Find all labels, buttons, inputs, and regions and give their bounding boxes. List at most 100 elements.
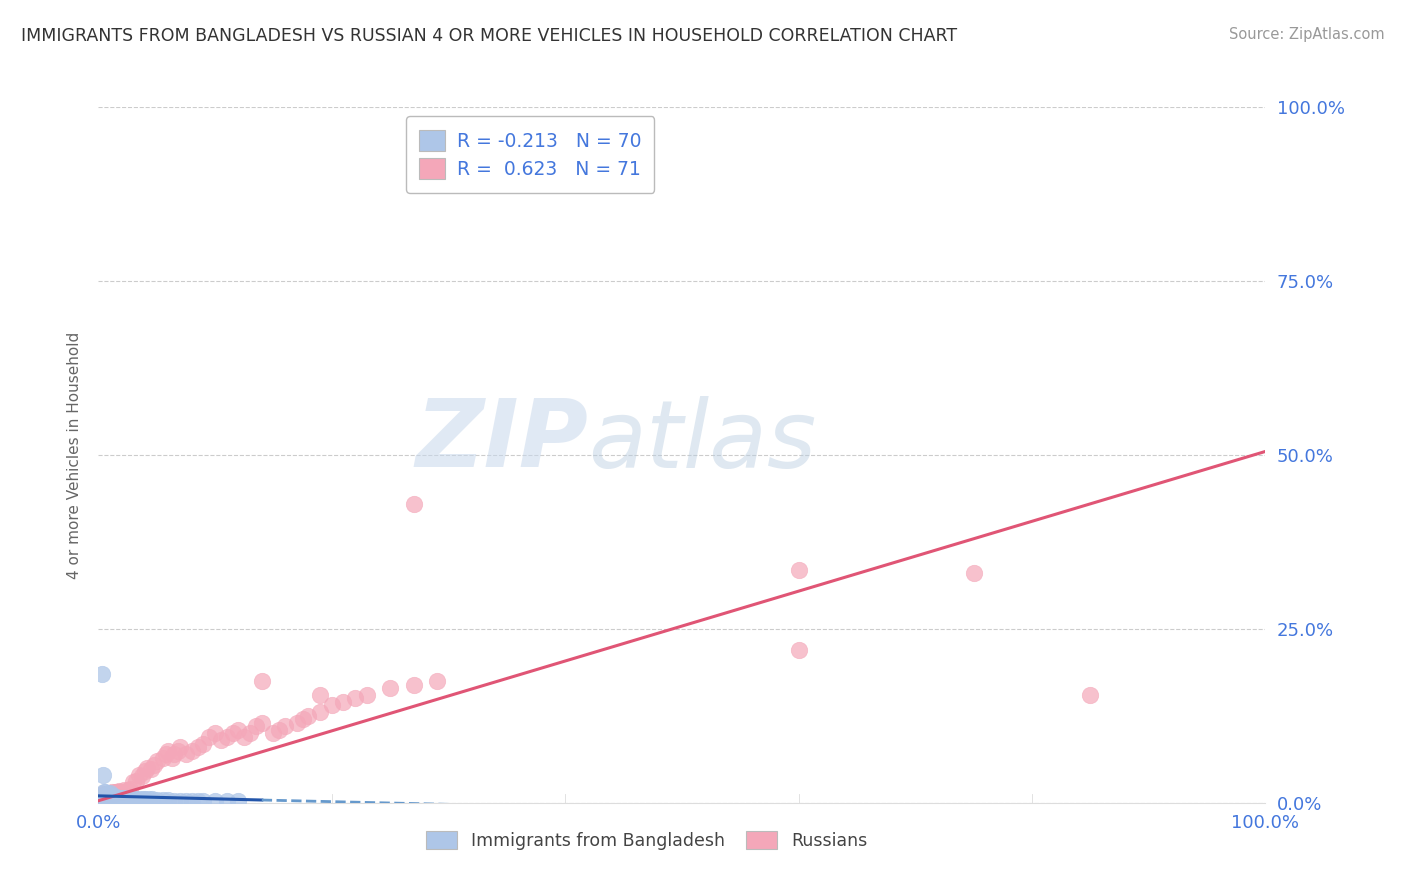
Point [112, 783, 135, 797]
Point [215, 730, 238, 744]
Point [101, 792, 124, 806]
Point [131, 769, 153, 783]
Point [180, 744, 202, 758]
Point [157, 744, 180, 758]
Point [134, 792, 156, 806]
Point [101, 785, 124, 799]
Point [112, 791, 135, 805]
Point [380, 681, 402, 695]
Point [146, 754, 169, 768]
Point [97, 788, 120, 802]
Point [101, 789, 124, 804]
Point [103, 787, 125, 801]
Point [110, 791, 132, 805]
Point [160, 750, 183, 764]
Point [103, 789, 125, 803]
Point [91, 790, 114, 805]
Point [180, 794, 202, 808]
Point [155, 747, 177, 761]
Point [90, 794, 112, 808]
Point [97, 790, 120, 805]
Point [105, 785, 128, 799]
Point [402, 677, 425, 691]
Point [103, 791, 125, 805]
Point [90, 792, 112, 806]
Point [297, 708, 319, 723]
Point [193, 794, 215, 808]
Point [107, 785, 129, 799]
Point [94, 794, 117, 808]
Point [120, 791, 142, 805]
Point [174, 747, 197, 761]
Point [332, 695, 354, 709]
Point [118, 781, 141, 796]
Point [239, 726, 262, 740]
Point [125, 792, 148, 806]
Point [97, 789, 120, 803]
Point [198, 730, 221, 744]
Point [209, 733, 232, 747]
Point [250, 674, 273, 689]
Point [122, 775, 145, 789]
Text: Source: ZipAtlas.com: Source: ZipAtlas.com [1229, 27, 1385, 42]
Point [97, 787, 120, 801]
Point [96, 788, 118, 802]
Point [93, 789, 115, 803]
Point [152, 793, 174, 807]
Point [117, 782, 139, 797]
Point [169, 740, 191, 755]
Point [104, 785, 127, 799]
Point [90, 667, 112, 681]
Legend: Immigrants from Bangladesh, Russians: Immigrants from Bangladesh, Russians [419, 824, 875, 856]
Point [356, 688, 378, 702]
Point [100, 789, 122, 803]
Point [94, 791, 117, 805]
Point [93, 791, 115, 805]
Point [96, 788, 118, 802]
Text: atlas: atlas [589, 395, 817, 486]
Point [187, 740, 209, 755]
Point [163, 747, 186, 761]
Point [152, 750, 174, 764]
Point [245, 719, 267, 733]
Point [96, 793, 118, 807]
Point [98, 789, 121, 804]
Point [169, 794, 191, 808]
Point [104, 791, 127, 805]
Point [262, 726, 284, 740]
Point [91, 794, 114, 808]
Point [111, 785, 134, 799]
Point [274, 719, 297, 733]
Point [108, 784, 131, 798]
Point [204, 726, 226, 740]
Point [117, 791, 139, 805]
Point [221, 726, 243, 740]
Point [1080, 688, 1102, 702]
Point [114, 791, 136, 805]
Point [269, 723, 291, 737]
Point [97, 793, 120, 807]
Point [111, 791, 134, 805]
Point [157, 793, 180, 807]
Y-axis label: 4 or more Vehicles in Household: 4 or more Vehicles in Household [67, 331, 83, 579]
Point [228, 723, 250, 737]
Point [139, 763, 162, 777]
Point [163, 794, 186, 808]
Point [143, 757, 166, 772]
Text: IMMIGRANTS FROM BANGLADESH VS RUSSIAN 4 OR MORE VEHICLES IN HOUSEHOLD CORRELATIO: IMMIGRANTS FROM BANGLADESH VS RUSSIAN 4 … [21, 27, 957, 45]
Point [94, 785, 117, 799]
Point [93, 785, 115, 799]
Point [321, 698, 343, 713]
Point [91, 788, 114, 802]
Point [166, 744, 188, 758]
Point [309, 688, 332, 702]
Point [118, 791, 141, 805]
Point [787, 642, 810, 657]
Point [285, 715, 308, 730]
Point [91, 768, 114, 782]
Point [98, 786, 121, 800]
Point [309, 706, 332, 720]
Point [344, 691, 367, 706]
Point [111, 791, 134, 805]
Point [128, 768, 150, 782]
